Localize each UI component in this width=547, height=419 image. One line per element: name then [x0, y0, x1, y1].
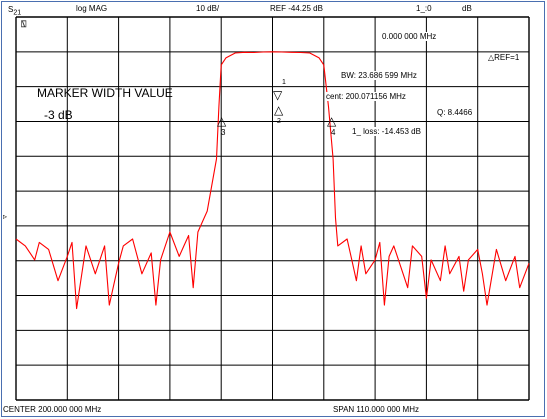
span-frequency: SPAN 110.000 000 MHz [333, 405, 419, 414]
marker-1-symbol[interactable]: ▽ [273, 88, 283, 102]
center-frequency: CENTER 200.000 000 MHz [3, 405, 102, 414]
ref-marker-label: △REF=1 [488, 53, 520, 62]
marker-4-symbol[interactable]: △ [327, 114, 337, 128]
scale-label: 10 dB/ [196, 4, 220, 13]
reference-position-icon: ▹ [3, 212, 8, 221]
annotation-value: -3 dB [44, 108, 73, 122]
marker-1-label[interactable]: 1 [282, 79, 286, 86]
marker-readout: 1_:0 [416, 4, 432, 13]
bandwidth-readout: BW: 23.686 599 MHz [341, 71, 417, 80]
grid-lines [15, 16, 530, 401]
channel-icon: ⍂ [21, 19, 27, 29]
s21-trace [15, 51, 530, 310]
marker-2-symbol[interactable]: △ [274, 103, 284, 117]
loss-readout: 1_ loss: -14.453 dB [352, 127, 421, 136]
format-label: log MAG [76, 4, 108, 13]
marker-4-label[interactable]: 4 [331, 128, 336, 137]
center-readout: cent: 200.071156 MHz [326, 92, 406, 101]
reference-label: REF -44.25 dB [270, 4, 323, 13]
marker-3-label[interactable]: 3 [221, 128, 226, 137]
marker-2-label[interactable]: 2 [277, 118, 281, 125]
marker-unit: dB [462, 4, 472, 13]
annotation-title: MARKER WIDTH VALUE [37, 86, 173, 100]
measurement-label: S21 [8, 5, 22, 17]
marker-3-symbol[interactable]: △ [217, 114, 227, 128]
marker-frequency: 0.000 000 MHz [382, 32, 437, 41]
q-readout: Q: 8.4466 [437, 108, 473, 117]
